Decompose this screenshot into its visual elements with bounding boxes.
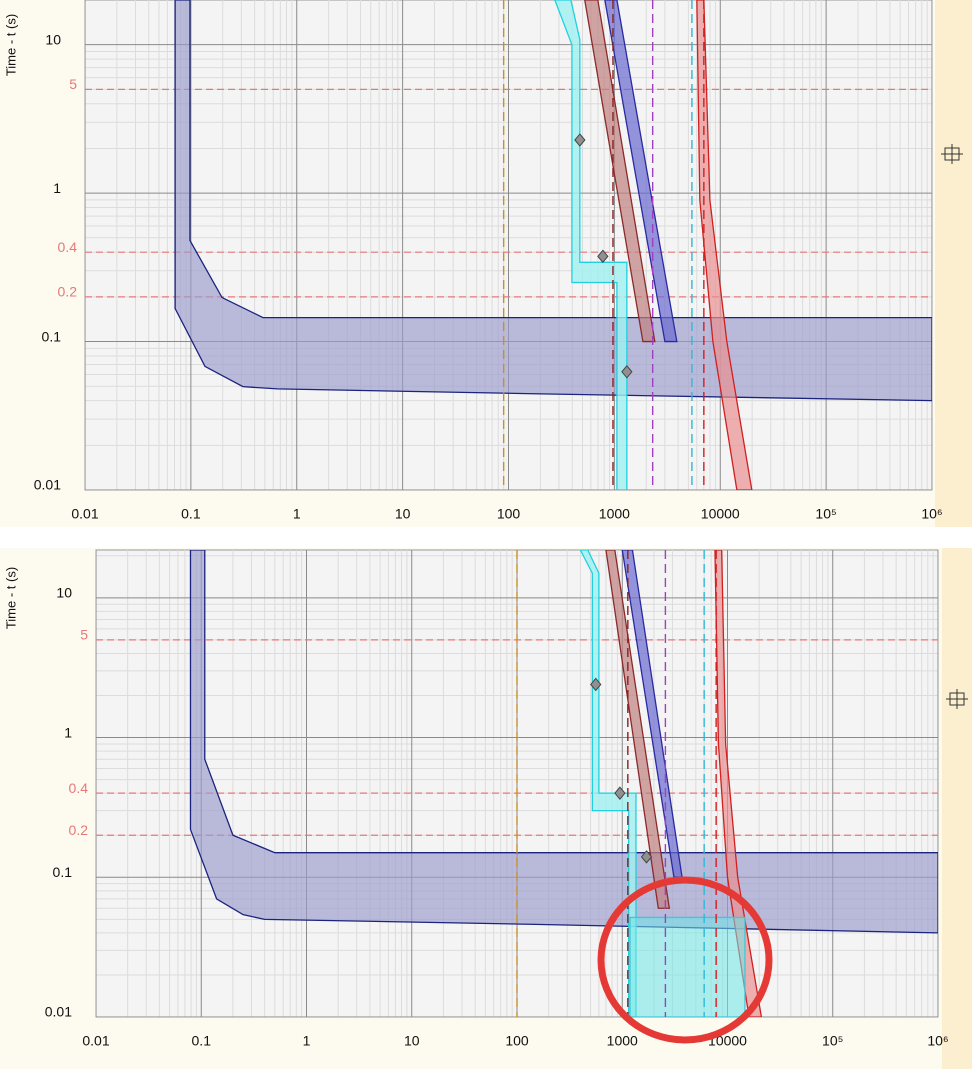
reference-label: 5 [69,76,77,92]
x-tick-label: 10⁵ [815,506,836,522]
chart: 0.01 0.1 1 10 100 1000 10000 10⁵ 10⁶ 0.01 0.1 1 10 5 0… [3,0,943,522]
curve-band [174,0,932,402]
x-tick-label: 10⁶ [927,1033,948,1049]
x-tick-label: 10000 [701,506,740,522]
y-tick-label: 10 [45,31,61,47]
curve-band [629,916,746,1017]
curve-band [696,0,753,490]
y-tick-label: 0.1 [53,864,73,880]
y-tick-label: 0.01 [34,477,61,493]
x-tick-label: 1000 [607,1033,638,1049]
reference-label: 0.2 [69,822,89,838]
curve-band [605,550,671,909]
y-tick-label: 0.01 [45,1004,72,1020]
x-tick-label: 0.01 [71,506,98,522]
reference-label: 0.4 [58,239,78,255]
plot-content [85,0,932,490]
plot-content [96,550,938,1017]
tool-icon[interactable] [946,689,968,709]
x-tick-label: 0.1 [181,506,201,522]
x-tick-label: 10 [404,1033,420,1049]
reference-label: 0.4 [69,780,89,796]
diamond-marker [640,850,653,864]
y-axis-label: Time - t (s) [3,14,18,76]
diamond-marker [621,364,633,379]
x-tick-label: 1 [303,1033,311,1049]
y-tick-label: 0.1 [42,328,62,344]
curve-band [604,0,678,343]
tool-icon[interactable] [941,144,963,164]
y-axis-label: Time - t (s) [3,567,18,629]
x-tick-label: 10⁵ [822,1033,843,1049]
highlight-circle [597,876,773,1044]
curve-band [554,0,628,490]
curve-band [189,550,938,934]
chart: 0.01 0.1 1 10 100 1000 10000 10⁵ 10⁶0.010.111050… [3,549,949,1049]
x-tick-label: 0.01 [82,1033,109,1049]
x-tick-label: 100 [505,1033,529,1049]
y-tick-label: 10 [56,585,72,601]
y-tick-label: 1 [53,180,61,196]
curve-band [584,0,656,343]
curve-band [579,550,637,1017]
x-tick-label: 1 [293,506,301,522]
x-tick-label: 100 [497,506,521,522]
x-tick-label: 0.1 [192,1033,212,1049]
x-tick-label: 10⁶ [921,506,942,522]
x-tick-label: 1000 [599,506,630,522]
reference-label: 5 [80,627,88,643]
charts: 0.01 0.1 1 10 100 1000 10000 10⁵ 10⁶ 0.01 0.1 1 10 5 0… [3,0,949,1049]
reference-label: 0.2 [58,284,78,300]
side-strip [935,0,972,527]
x-tick-label: 10 [395,506,411,522]
diamond-marker [597,249,609,264]
side-strip [942,548,972,1069]
y-tick-label: 1 [64,724,72,740]
diamond-marker [574,133,586,147]
diamond-marker [590,677,602,692]
diamond-marker [614,786,626,800]
